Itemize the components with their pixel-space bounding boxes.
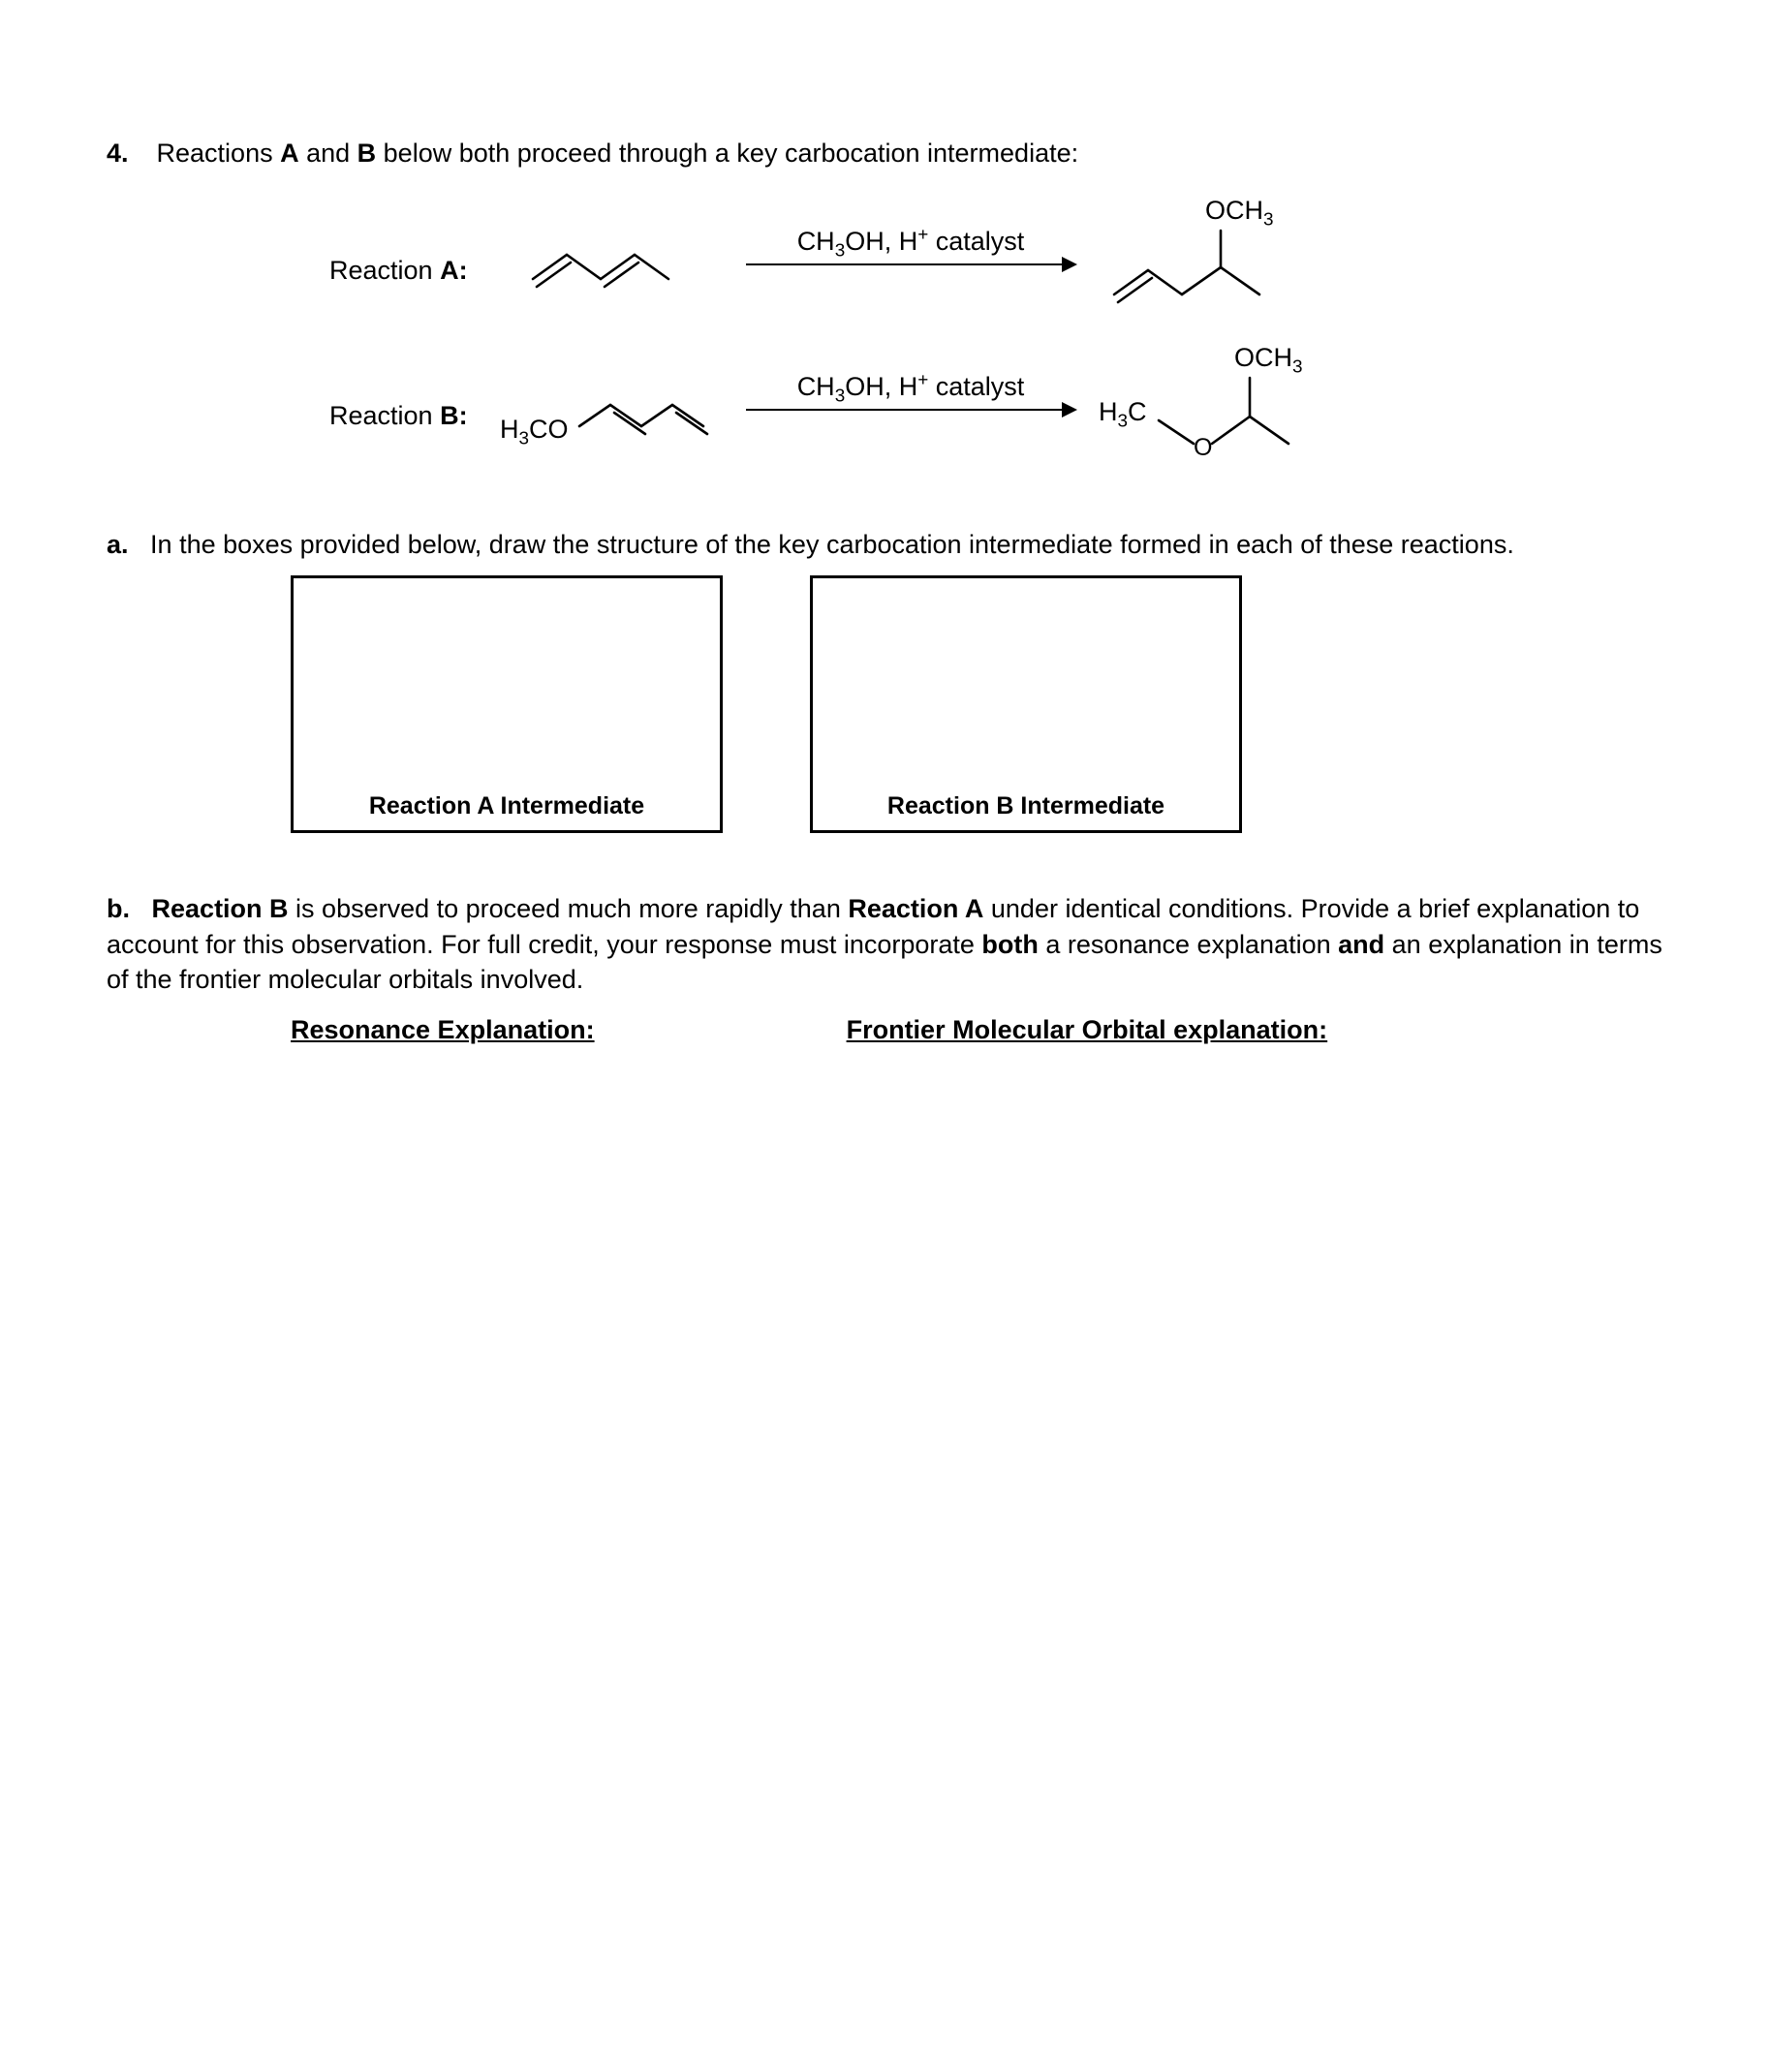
part-b-bold: Reaction B [152,894,289,923]
part-b-bold: Reaction A [848,894,983,923]
fmo-heading: Frontier Molecular Orbital explanation: [847,1015,1328,1045]
label-sub: 3 [1292,356,1303,377]
reaction-b-label: Reaction B: [329,401,468,431]
part-b-seg: is observed to proceed much more rapidly… [289,894,849,923]
prod-b-och3: OCH3 [1234,343,1303,378]
part-b-letter: b. [107,894,130,923]
reagent-sub: 3 [835,386,846,406]
product-a-och3: OCH3 [1205,196,1274,231]
reagent-seg: OH, H [845,372,917,401]
part-b-bold: and [1338,930,1384,959]
part-a-text: In the boxes provided below, draw the st… [150,530,1514,559]
reagent-sup: + [917,370,928,390]
part-b-seg: a resonance explanation [1039,930,1338,959]
label-seg: CO [529,415,569,444]
label-seg: Reaction [329,401,440,430]
reagent-seg: CH [797,372,835,401]
reaction-a-product-structure: OCH3 [1104,198,1356,333]
reaction-a-start-structure [523,221,717,327]
reagent-seg: catalyst [928,227,1024,256]
box-b-label: Reaction B Intermediate [813,792,1239,820]
reagent-seg: CH [797,227,835,256]
reagent-seg: OH, H [845,227,917,256]
label-seg: OCH [1234,343,1292,372]
label-sub: 3 [519,428,530,448]
reaction-b-product-structure: H3C O OCH3 [1104,343,1356,479]
reaction-b-arrow: CH3OH, H+ catalyst [746,366,1075,473]
part-a: a. In the boxes provided below, draw the… [107,527,1663,562]
reaction-a-label: Reaction A: [329,256,468,286]
intro-bold-a: A [280,139,299,168]
worksheet-page: 4. Reactions A and B below both proceed … [0,0,1770,2072]
intro-bold-b: B [357,139,377,168]
answer-boxes: Reaction A Intermediate Reaction B Inter… [291,575,1663,833]
question-number: 4. [107,136,149,172]
reagent-sup: + [917,225,928,245]
intro-seg: and [299,139,357,168]
reaction-b-start-structure: H3CO [523,366,717,473]
reaction-b-reagent: CH3OH, H+ catalyst [746,370,1075,407]
resonance-heading: Resonance Explanation: [291,1015,595,1045]
prod-b-o: O [1194,434,1212,462]
reaction-a-arrow: CH3OH, H+ catalyst [746,221,1075,327]
intro-text: Reactions A and B below both proceed thr… [157,139,1079,168]
label-bold: B: [440,401,468,430]
label-seg: Reaction [329,256,440,285]
label-seg: O [1194,434,1212,461]
part-a-letter: a. [107,530,129,559]
part-b: b. Reaction B is observed to proceed muc… [107,891,1663,997]
arrow-head-icon [1062,257,1077,272]
reagent-sub: 3 [835,240,846,261]
label-seg: H [1099,397,1118,426]
reaction-b-intermediate-box[interactable]: Reaction B Intermediate [810,575,1242,833]
explanation-headings: Resonance Explanation: Frontier Molecula… [107,1015,1663,1045]
reaction-a-row: Reaction A: CH3OH, H+ catalyst [329,221,1663,327]
label-seg: OCH [1205,196,1263,225]
arrow-line [746,263,1075,265]
intro-seg: below both proceed through a key carboca… [376,139,1078,168]
part-b-bold: both [981,930,1038,959]
label-bold: A: [440,256,468,285]
question-intro: 4. Reactions A and B below both proceed … [107,136,1663,172]
reaction-a-intermediate-box[interactable]: Reaction A Intermediate [291,575,723,833]
start-b-h3co: H3CO [500,415,569,449]
arrow-head-icon [1062,402,1077,417]
prod-b-h3c: H3C [1099,397,1147,432]
box-a-label: Reaction A Intermediate [294,792,720,820]
label-sub: 3 [1118,411,1129,431]
label-seg: H [500,415,519,444]
reagent-seg: catalyst [928,372,1024,401]
intro-seg: Reactions [157,139,281,168]
reaction-b-row: Reaction B: H3CO CH3OH, H+ catalyst [329,366,1663,473]
label-seg: C [1128,397,1147,426]
label-sub: 3 [1263,209,1274,230]
arrow-line [746,409,1075,411]
reaction-a-reagent: CH3OH, H+ catalyst [746,225,1075,262]
